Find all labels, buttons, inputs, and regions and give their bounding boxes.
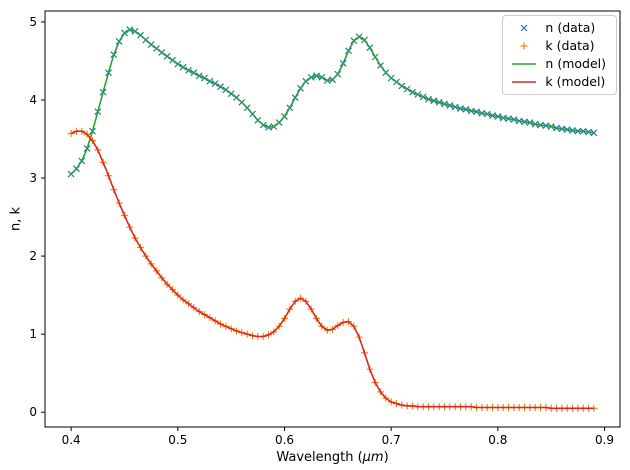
legend-entry: n (data) bbox=[510, 21, 606, 35]
series-n-model- bbox=[70, 28, 595, 175]
x-axis-label: Wavelength (μm) bbox=[45, 450, 620, 465]
y-tick-label: 2 bbox=[29, 249, 37, 263]
y-tick-label: 3 bbox=[29, 171, 37, 185]
x-tick-label: 0.9 bbox=[595, 433, 614, 447]
y-tick-label: 4 bbox=[29, 93, 37, 107]
x-tick-label: 0.5 bbox=[168, 433, 187, 447]
legend-marker-icon bbox=[520, 42, 528, 50]
x-axis-label-math: μm bbox=[362, 450, 384, 465]
legend-label: n (data) bbox=[545, 20, 596, 35]
legend-label: k (model) bbox=[545, 74, 606, 89]
legend-label: n (model) bbox=[545, 56, 606, 71]
legend-entry: k (model) bbox=[510, 75, 606, 89]
legend-entry: k (data) bbox=[510, 39, 606, 53]
series-k-model- bbox=[70, 130, 594, 410]
y-axis-label: n, k bbox=[8, 206, 24, 232]
legend: n (data) k (data) n (model) k (model) bbox=[502, 15, 617, 95]
legend-entry: n (model) bbox=[510, 57, 606, 71]
legend-label: k (data) bbox=[545, 38, 595, 53]
y-tick-label: 5 bbox=[29, 15, 37, 29]
x-tick-label: 0.4 bbox=[62, 433, 81, 447]
y-tick-label: 1 bbox=[29, 327, 37, 341]
legend-line-icon bbox=[512, 81, 537, 83]
x-tick-label: 0.6 bbox=[275, 433, 294, 447]
legend-marker-icon bbox=[520, 24, 528, 32]
x-axis-label-suffix: ) bbox=[383, 450, 389, 465]
legend-line-icon bbox=[512, 63, 537, 65]
x-tick-label: 0.8 bbox=[488, 433, 507, 447]
y-tick-label: 0 bbox=[29, 405, 37, 419]
x-axis-label-text: Wavelength ( bbox=[276, 450, 363, 465]
x-tick-label: 0.7 bbox=[382, 433, 401, 447]
